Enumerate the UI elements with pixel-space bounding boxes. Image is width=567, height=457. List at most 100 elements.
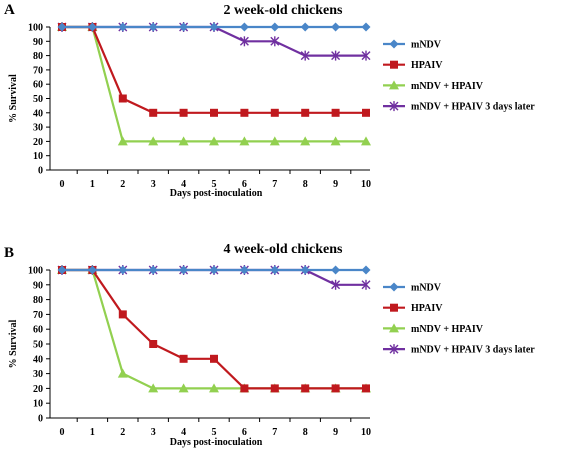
data-point	[179, 108, 188, 117]
data-point	[239, 36, 249, 47]
data-point	[118, 22, 128, 32]
data-point	[149, 340, 158, 348]
x-axis-label: Days post-inoculation	[170, 188, 263, 199]
legend: mNDV HPAIV mNDV + HPAIV mNDV + HPAIV 3 days…	[383, 282, 535, 356]
x-tick-label: 0	[60, 427, 65, 438]
data-point	[239, 265, 249, 275]
series-mndv-hpaiv	[57, 22, 371, 146]
series-mndv	[57, 265, 371, 275]
x-tick-label: 6	[242, 427, 247, 438]
y-tick-label: 10	[33, 151, 43, 162]
legend-label: HPAIV	[411, 60, 443, 71]
x-axis-label: Days post-inoculation	[170, 437, 263, 448]
data-point	[87, 265, 97, 275]
data-point	[117, 368, 128, 378]
y-tick-label: 20	[33, 137, 43, 148]
y-tick-label: 100	[28, 23, 43, 34]
legend-label: mNDV + HPAIV	[411, 81, 484, 92]
y-tick-label: 90	[33, 37, 43, 48]
data-point	[240, 384, 249, 393]
data-point	[331, 384, 340, 393]
data-point	[361, 279, 371, 290]
x-tick-label: 9	[333, 427, 338, 438]
data-point	[331, 50, 341, 61]
data-point	[148, 136, 159, 146]
data-point	[87, 22, 97, 32]
data-point	[361, 136, 371, 146]
y-tick-label: 80	[33, 51, 43, 62]
y-tick-label: 20	[33, 384, 43, 395]
data-point	[361, 22, 371, 32]
y-tick-label: 50	[33, 94, 43, 105]
legend-marker	[389, 39, 399, 49]
data-point	[361, 265, 371, 275]
x-tick-label: 5	[212, 427, 217, 438]
x-tick-label: 0	[60, 179, 65, 190]
data-point	[300, 50, 310, 61]
legend-item: mNDV	[383, 39, 442, 51]
data-point	[178, 383, 189, 393]
x-tick-label: 1	[90, 427, 95, 438]
data-point	[209, 383, 219, 393]
data-point	[149, 108, 158, 117]
series-line	[62, 268, 366, 390]
data-point	[269, 136, 280, 146]
data-point	[330, 136, 341, 146]
data-point	[300, 22, 310, 32]
data-point	[270, 36, 280, 47]
data-point	[118, 310, 127, 319]
x-tick-label: 1	[90, 179, 95, 190]
data-point	[331, 108, 340, 117]
legend-item: mNDV + HPAIV	[383, 80, 484, 92]
x-tick-label: 9	[333, 179, 338, 190]
series-mndv	[57, 22, 371, 32]
y-tick-label: 60	[33, 80, 43, 91]
data-point	[239, 22, 249, 32]
data-point	[210, 108, 218, 117]
data-point	[118, 265, 128, 275]
x-tick-label: 7	[272, 179, 277, 190]
data-point	[270, 384, 279, 393]
y-tick-label: 50	[33, 340, 43, 351]
panel-label: B	[4, 245, 14, 261]
data-point	[148, 383, 159, 393]
data-point	[148, 265, 158, 275]
data-point	[117, 136, 128, 146]
x-tick-label: 2	[120, 427, 125, 438]
data-point	[331, 279, 341, 290]
legend-label: mNDV + HPAIV 3 days later	[411, 345, 535, 356]
y-tick-label: 80	[33, 295, 43, 306]
data-point	[239, 136, 250, 146]
data-point	[209, 136, 219, 146]
data-point	[179, 265, 189, 275]
x-tick-label: 10	[361, 179, 371, 190]
x-tick-label: 10	[361, 427, 371, 438]
legend-item: mNDV	[383, 282, 442, 294]
data-point	[331, 265, 341, 275]
legend-marker	[389, 101, 399, 112]
x-tick-label: 7	[272, 427, 277, 438]
data-point	[210, 354, 218, 363]
y-tick-label: 60	[33, 325, 43, 336]
data-point	[209, 265, 219, 275]
chart-title: 2 week-old chickens	[224, 3, 344, 18]
y-axis-label: % Survival	[8, 319, 19, 368]
x-tick-label: 8	[303, 427, 308, 438]
y-tick-label: 40	[33, 354, 43, 365]
y-tick-label: 30	[33, 369, 43, 380]
data-point	[178, 136, 189, 146]
x-tick-label: 4	[181, 179, 186, 190]
data-point	[209, 22, 219, 32]
legend-label: mNDV + HPAIV 3 days later	[411, 102, 535, 113]
data-point	[362, 108, 370, 117]
legend-label: mNDV + HPAIV	[411, 324, 484, 335]
legend-marker	[390, 60, 398, 69]
data-point	[362, 384, 370, 393]
x-tick-label: 6	[242, 179, 247, 190]
series-hpaiv	[58, 266, 370, 393]
data-point	[301, 108, 310, 117]
legend-item: mNDV + HPAIV	[383, 323, 484, 335]
